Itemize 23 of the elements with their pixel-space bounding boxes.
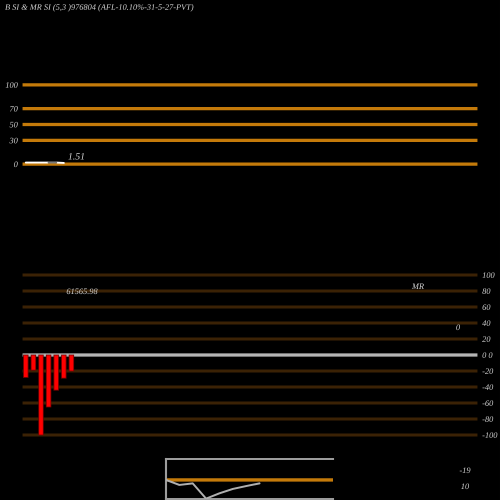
y-tick-label: 0 (14, 161, 18, 168)
y-tick-label: 30 (9, 138, 18, 144)
y-tick-label: 70 (10, 106, 18, 112)
y-tick-label: -100 (482, 432, 498, 438)
y-tick-label: 0 0 (482, 352, 492, 358)
y-tick-label: 100 (482, 272, 495, 278)
y-tick-label: 80 (482, 288, 490, 294)
y-tick-label: 20 (482, 336, 490, 342)
y-tick-label: -60 (482, 400, 494, 406)
y-tick-label: -20 (482, 368, 494, 374)
text: -19 (460, 467, 470, 474)
annotation: 61565.98 (66, 288, 98, 294)
annotation: MR (412, 284, 424, 290)
y-tick-label: 50 (10, 122, 18, 128)
y-tick-label: 40 (482, 320, 490, 326)
chart-title: B SI & MR SI (5,3 )976804 (AFL-10.10%-31-5-27-PVT) (5, 4, 194, 12)
y-tick-label: -80 (482, 416, 494, 422)
data-label: 1.51 (68, 153, 84, 160)
y-tick-label: 60 (482, 304, 490, 310)
y-tick-label: -40 (482, 384, 494, 390)
y-tick-label: 100 (6, 82, 18, 88)
annotation: 0 (456, 324, 460, 330)
text: 10 (461, 483, 470, 490)
